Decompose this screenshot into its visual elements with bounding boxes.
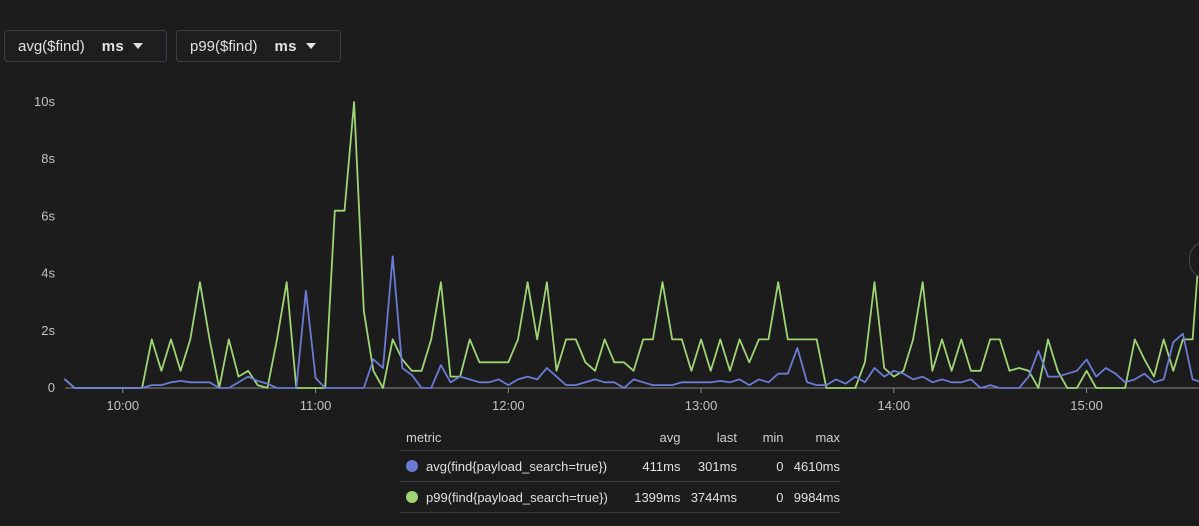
avg-series-line bbox=[64, 255, 1199, 389]
y-tick-label: 8s bbox=[41, 151, 55, 166]
legend-max-value: 4610ms bbox=[793, 458, 841, 474]
x-axis: 10:00 11:00 12:00 13:00 14:00 15:00 bbox=[107, 388, 1103, 413]
legend-metric-name: avg(find{payload_search=true}) bbox=[426, 458, 608, 474]
legend-min-value: 0 bbox=[776, 458, 784, 474]
p99-series-line bbox=[64, 101, 1199, 389]
y-tick-label: 4s bbox=[41, 266, 55, 281]
y-tick-label: 0 bbox=[48, 380, 55, 395]
legend-last-value: 301ms bbox=[697, 458, 737, 474]
legend-header-last[interactable]: last bbox=[716, 429, 737, 445]
y-tick-label: 6s bbox=[41, 208, 55, 223]
legend-avg-value: 411ms bbox=[642, 458, 681, 474]
legend-max-value: 9984ms bbox=[793, 489, 841, 505]
legend-last-value: 3744ms bbox=[690, 489, 737, 505]
avg-find-unit: ms bbox=[101, 37, 124, 55]
p99-find-expression: p99($find) bbox=[190, 37, 258, 55]
legend-row-p99[interactable]: p99(find{payload_search=true}) 1399ms 37… bbox=[400, 482, 840, 513]
legend-metric-name: p99(find{payload_search=true}) bbox=[426, 489, 608, 505]
legend-header: metric avg last min max bbox=[400, 424, 840, 451]
latency-line-chart[interactable]: 0 2s 4s 6s 8s 10s 10:00 11:00 12:00 13:00 14:00 15… bbox=[0, 0, 1199, 420]
series-color-dot-icon bbox=[406, 460, 418, 472]
series-layer bbox=[64, 101, 1199, 389]
legend-min-value: 0 bbox=[776, 489, 784, 505]
y-tick-label: 10s bbox=[34, 94, 55, 109]
y-axis: 0 2s 4s 6s 8s 10s bbox=[34, 94, 55, 395]
legend-header-min[interactable]: min bbox=[762, 429, 784, 445]
series-color-dot-icon bbox=[406, 491, 418, 503]
y-tick-label: 2s bbox=[41, 323, 55, 338]
legend-row-avg[interactable]: avg(find{payload_search=true}) 411ms 301… bbox=[400, 451, 840, 482]
x-tick-label: 12:00 bbox=[492, 398, 525, 413]
legend-header-max[interactable]: max bbox=[815, 429, 841, 445]
avg-find-expression: avg($find) bbox=[18, 37, 85, 55]
p99-find-unit: ms bbox=[274, 37, 297, 55]
avg-find-variable-selector[interactable]: avg($find) ms bbox=[4, 30, 167, 62]
p99-find-variable-selector[interactable]: p99($find) ms bbox=[176, 30, 341, 62]
x-tick-label: 15:00 bbox=[1070, 398, 1103, 413]
caret-down-icon bbox=[132, 43, 143, 49]
x-tick-label: 10:00 bbox=[107, 398, 140, 413]
legend-header-avg[interactable]: avg bbox=[659, 429, 681, 445]
legend-header-metric[interactable]: metric bbox=[406, 429, 442, 445]
x-tick-label: 13:00 bbox=[685, 398, 718, 413]
caret-down-icon bbox=[305, 43, 316, 49]
x-tick-label: 11:00 bbox=[300, 398, 332, 413]
x-tick-label: 14:00 bbox=[878, 398, 911, 413]
legend-avg-value: 1399ms bbox=[634, 489, 681, 505]
legend-table: metric avg last min max avg(find{payload… bbox=[400, 424, 840, 513]
